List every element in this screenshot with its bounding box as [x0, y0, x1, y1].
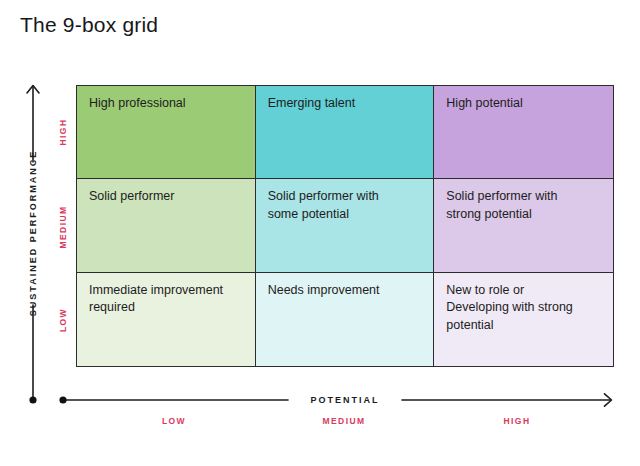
cell-high-performance-low-potential: High professional — [77, 86, 256, 179]
y-level-medium: MEDIUM — [58, 206, 68, 249]
cell-high-performance-high-potential: High potential — [434, 86, 613, 179]
y-axis-title: SUSTAINED PERFORMANCE — [28, 150, 38, 316]
cell-low-performance-low-potential: Immediate improvement required — [77, 273, 256, 366]
cell-high-performance-medium-potential: Emerging talent — [256, 86, 435, 179]
cell-label: Immediate improvement required — [89, 282, 231, 317]
nine-box-grid-diagram: The 9-box grid SUSTAINED PERFORMANCE HIG… — [0, 0, 640, 466]
page-title: The 9-box grid — [20, 13, 158, 37]
y-level-low: LOW — [58, 308, 68, 332]
y-level-high: HIGH — [58, 119, 68, 146]
cell-label: Solid performer with strong potential — [446, 188, 589, 223]
cell-medium-performance-low-potential: Solid performer — [77, 179, 256, 272]
cell-label: New to role or Developing with strong po… — [446, 282, 589, 335]
cell-medium-performance-high-potential: Solid performer with strong potential — [434, 179, 613, 272]
y-axis-origin-dot — [29, 396, 36, 403]
cell-label: Solid performer — [89, 188, 231, 206]
x-axis-origin-dot — [59, 396, 66, 403]
x-axis-title: POTENTIAL — [311, 395, 380, 405]
cell-label: Solid performer with some potential — [268, 188, 410, 223]
cell-label: High potential — [446, 95, 589, 113]
cell-label: Emerging talent — [268, 95, 410, 113]
cell-medium-performance-medium-potential: Solid performer with some potential — [256, 179, 435, 272]
cell-low-performance-high-potential: New to role or Developing with strong po… — [434, 273, 613, 366]
cell-low-performance-medium-potential: Needs improvement — [256, 273, 435, 366]
x-level-high: HIGH — [504, 416, 531, 426]
cell-label: Needs improvement — [268, 282, 410, 300]
cell-label: High professional — [89, 95, 231, 113]
x-level-medium: MEDIUM — [323, 416, 366, 426]
x-level-low: LOW — [162, 416, 186, 426]
nine-box-grid: High professional Emerging talent High p… — [76, 85, 614, 367]
